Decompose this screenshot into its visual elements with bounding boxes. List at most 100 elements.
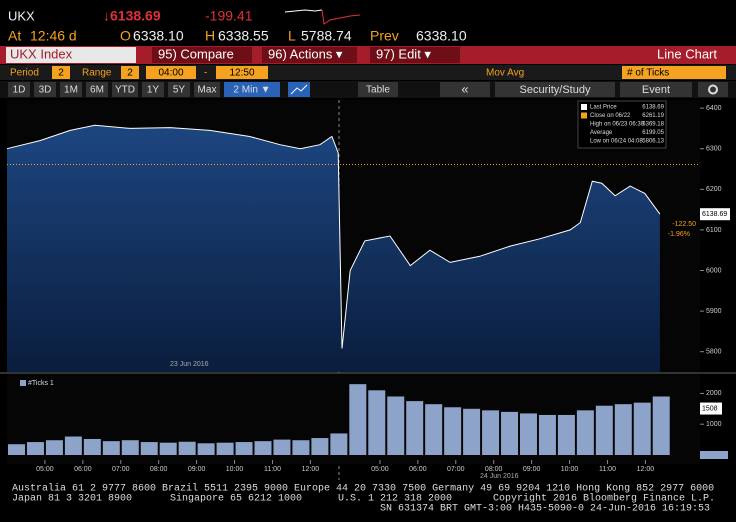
setting-value[interactable]: 12:50: [229, 68, 254, 79]
range-button[interactable]: [224, 82, 280, 97]
last-price: ↓6138.69: [103, 8, 161, 24]
settings-button[interactable]: [698, 82, 728, 97]
field-value: 6338.55: [218, 28, 269, 44]
current-ticks-label: 1508: [702, 405, 718, 412]
field-value: 12:46 d: [30, 28, 77, 44]
nav-button-label[interactable]: Event: [642, 84, 670, 96]
nav-button-label[interactable]: «: [461, 81, 468, 96]
net-change: -199.41: [205, 8, 253, 24]
range-button-label[interactable]: 5Y: [173, 85, 186, 96]
nav-button-label[interactable]: Security/Study: [520, 84, 591, 96]
sparkline: [321, 9, 361, 25]
setting-value[interactable]: 2: [58, 68, 64, 79]
menu-button-label[interactable]: 95) Compare: [158, 46, 234, 61]
y-tick-label: 6200: [706, 186, 722, 193]
setting-value[interactable]: 2: [127, 68, 133, 79]
range-button-label[interactable]: Max: [198, 85, 217, 96]
range-button-label[interactable]: 1D: [13, 85, 26, 96]
footer-text: SN 631374 BRT GMT-3:00 H435-5090-0 24-Ju…: [380, 504, 710, 515]
tick-bar: [254, 441, 272, 455]
range-button[interactable]: [112, 82, 138, 97]
x-tick-label: 07:00: [112, 466, 130, 473]
range-button-label[interactable]: 1M: [64, 85, 78, 96]
x-tick-label: 09:00: [523, 466, 541, 473]
setting-value[interactable]: 04:00: [158, 68, 183, 79]
legend-value: 6261.19: [642, 113, 664, 119]
tick-bar: [273, 439, 291, 455]
tick-bar: [45, 440, 63, 455]
date-label: 24 Jun 2016: [480, 473, 519, 480]
nav-button[interactable]: [620, 82, 692, 97]
menu-button-label[interactable]: 96) Actions ▾: [268, 46, 343, 61]
y-tick-label: 6000: [706, 267, 722, 274]
tick-bar: [576, 410, 594, 455]
x-tick-label: 06:00: [74, 466, 92, 473]
range-button[interactable]: [60, 82, 82, 97]
change-pct-tag: -1.96%: [668, 231, 690, 238]
nav-button[interactable]: [495, 82, 615, 97]
field-value: 6338.10: [416, 28, 467, 44]
setting-field[interactable]: [52, 66, 70, 79]
tick-bar: [614, 404, 632, 455]
view-name: Line Chart: [657, 46, 717, 61]
table-button[interactable]: [358, 82, 398, 97]
date-label: 23 Jun 2016: [170, 361, 209, 368]
x-tick-label: 09:00: [188, 466, 206, 473]
menu-button[interactable]: [370, 47, 460, 63]
chart-type-icon: [290, 84, 308, 95]
select-field[interactable]: [622, 66, 726, 79]
y-tick-label: 2000: [706, 390, 722, 397]
field-label: At: [8, 28, 21, 44]
setting-field[interactable]: [146, 66, 196, 79]
y-tick-label: 6400: [706, 105, 722, 112]
tick-bar: [235, 442, 253, 455]
footer-text: U.S. 1 212 318 2000: [338, 494, 452, 505]
y-tick-label: 5800: [706, 349, 722, 356]
range-button[interactable]: [142, 82, 164, 97]
range-button-label[interactable]: 1Y: [147, 85, 160, 96]
field-value: 5788.74: [301, 28, 352, 44]
settings-icon: [708, 84, 718, 95]
range-button[interactable]: [168, 82, 190, 97]
setting-field[interactable]: [216, 66, 268, 79]
security-box[interactable]: [6, 47, 136, 63]
security: UKX Index: [10, 46, 73, 61]
range-button[interactable]: [34, 82, 56, 97]
tick-bar: [8, 444, 25, 455]
range-button-label[interactable]: 3D: [39, 85, 52, 96]
tick-bar: [197, 443, 215, 455]
nav-button[interactable]: [440, 82, 490, 97]
tick-bar: [140, 442, 158, 455]
setting-field[interactable]: [121, 66, 139, 79]
tick-bar: [178, 441, 196, 455]
menu-button[interactable]: [262, 47, 357, 63]
setting-label: -: [204, 68, 207, 79]
tick-bar: [216, 442, 234, 455]
tick-bar: [349, 384, 367, 455]
range-button[interactable]: [194, 82, 220, 97]
tick-bar: [406, 401, 424, 455]
menu-button-label[interactable]: 97) Edit ▾: [376, 46, 431, 61]
menu-button[interactable]: [152, 47, 252, 63]
range-button-label[interactable]: YTD: [115, 85, 135, 96]
table-button-label[interactable]: Table: [366, 85, 390, 96]
x-tick-label: 10:00: [226, 466, 244, 473]
range-button-label[interactable]: 6M: [90, 85, 104, 96]
tick-bar: [102, 441, 120, 455]
tick-bar: [64, 436, 82, 455]
x-tick-label: 07:00: [447, 466, 465, 473]
price-area: [7, 125, 660, 372]
ticks-legend-label: #Ticks 1: [28, 380, 54, 387]
x-tick-label: 08:00: [150, 466, 168, 473]
ticker: UKX: [8, 8, 35, 23]
field-label: H: [205, 28, 215, 44]
tick-bar: [501, 411, 519, 455]
select-value[interactable]: # of Ticks: [627, 68, 669, 79]
range-button-label[interactable]: 2 Min ▼: [233, 85, 270, 96]
range-button[interactable]: [86, 82, 108, 97]
range-button[interactable]: [8, 82, 30, 97]
y-tick-label: 6100: [706, 227, 722, 234]
tick-bar: [482, 410, 500, 455]
